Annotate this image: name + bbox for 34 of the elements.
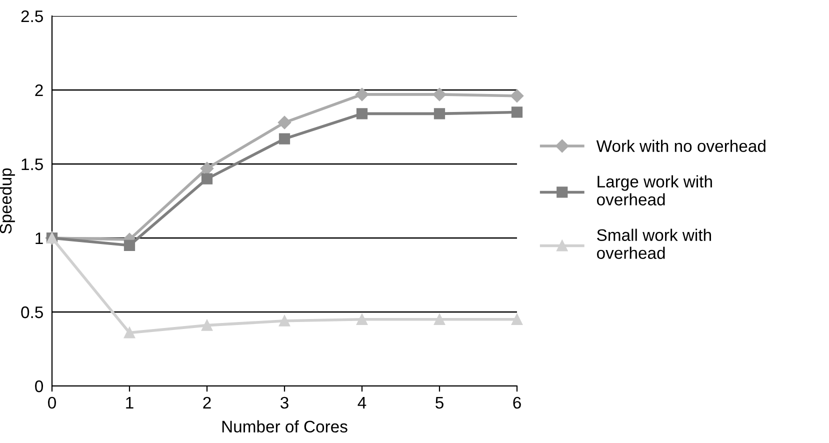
point — [356, 314, 368, 325]
point — [511, 106, 523, 118]
y-tick-label: 1.5 — [22, 158, 43, 170]
point — [278, 116, 292, 130]
point — [434, 108, 446, 120]
x-tick-label: 6 — [513, 396, 521, 409]
point — [510, 89, 524, 103]
point — [355, 88, 369, 102]
point — [124, 240, 136, 251]
y-tick-label: 2 — [35, 84, 43, 96]
point — [278, 133, 290, 144]
point — [356, 108, 368, 120]
legend-label: Small work with overhead — [597, 228, 711, 259]
y-tick-label: 0.5 — [21, 306, 43, 318]
point — [511, 314, 523, 325]
legend-label: Work with no overhead — [596, 140, 766, 152]
x-tick-label: 3 — [280, 396, 288, 409]
x-tick-label: 2 — [203, 396, 211, 408]
point — [278, 315, 290, 326]
point — [434, 314, 446, 325]
legend-label: Large work with overhead — [597, 175, 712, 206]
y-tick-label: 1 — [36, 232, 43, 244]
x-axis-title: Number of Cores — [222, 420, 348, 433]
point — [200, 162, 214, 176]
x-tick-label: 4 — [358, 397, 366, 408]
x-tick-label: 1 — [126, 397, 134, 408]
point — [432, 88, 446, 102]
point — [124, 327, 136, 338]
y-tick-label: 0 — [35, 380, 44, 392]
y-tick-label: 2.5 — [21, 10, 43, 22]
point — [201, 173, 213, 184]
x-tick-label: 0 — [48, 396, 56, 409]
point — [201, 320, 213, 331]
x-tick-label: 5 — [436, 397, 444, 409]
